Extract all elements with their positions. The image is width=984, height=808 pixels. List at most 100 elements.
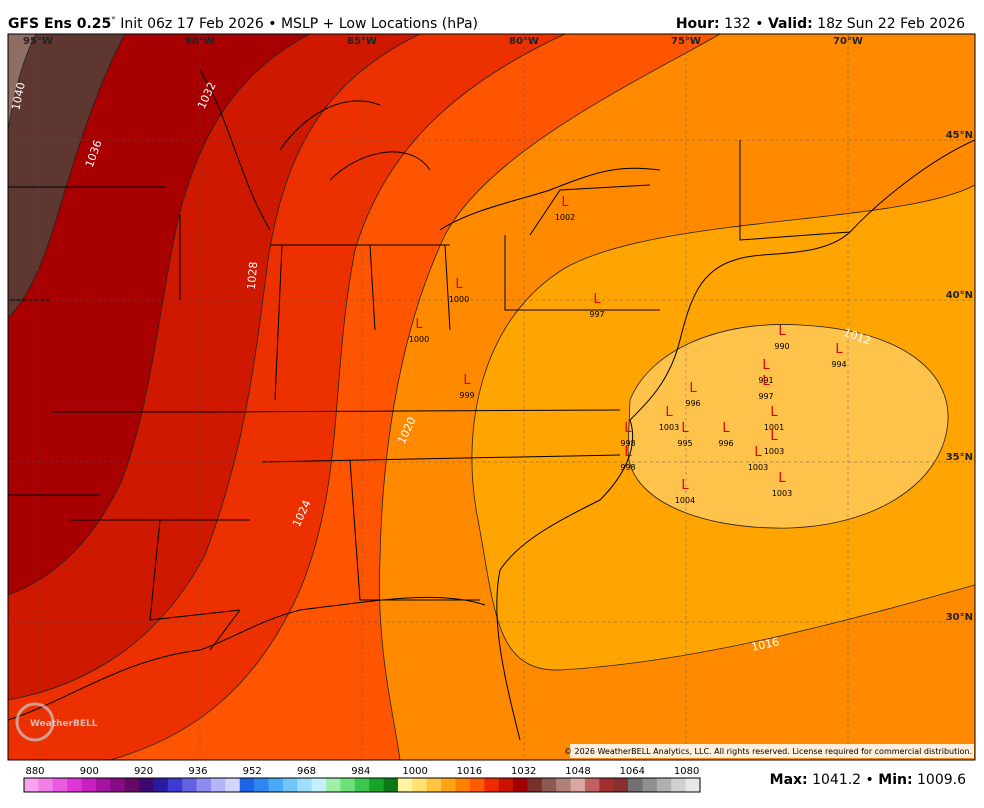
low-pressure: 1002 bbox=[555, 213, 575, 222]
fill-1032-1036 bbox=[8, 34, 311, 596]
low-marker: L bbox=[463, 373, 471, 388]
min-key: Min: bbox=[878, 772, 912, 788]
colorbar-swatch bbox=[354, 778, 370, 792]
low-marker: L bbox=[665, 405, 673, 420]
longitude-label: 90°W bbox=[185, 36, 215, 47]
colorbar-label: 952 bbox=[243, 766, 262, 777]
longitude-label: 70°W bbox=[833, 36, 863, 47]
colorbar-swatch bbox=[513, 778, 528, 792]
hour-key: Hour: bbox=[676, 16, 720, 32]
colorbar-swatch bbox=[167, 778, 183, 792]
colorbar-swatch bbox=[584, 778, 600, 792]
colorbar-label: 1032 bbox=[511, 766, 536, 777]
colorbar-label: 1048 bbox=[565, 766, 590, 777]
colorbar-swatch bbox=[326, 778, 341, 792]
colorbar-swatch bbox=[541, 778, 557, 792]
latitude-label: 35°N bbox=[946, 452, 973, 463]
colorbar-swatch bbox=[268, 778, 284, 792]
map-frame bbox=[7, 33, 976, 761]
colorbar-label: 1016 bbox=[457, 766, 482, 777]
low-pressure: 998 bbox=[620, 463, 635, 472]
low-pressure: 1001 bbox=[764, 423, 784, 432]
colorbar-swatch bbox=[95, 778, 111, 792]
low-pressure: 998 bbox=[620, 439, 635, 448]
colorbar-swatch bbox=[254, 778, 269, 792]
header-left: GFS Ens 0.25° Init 06z 17 Feb 2026 • MSL… bbox=[8, 16, 478, 32]
low-marker: L bbox=[778, 324, 786, 339]
low-marker: L bbox=[762, 358, 770, 373]
colorbar-frame bbox=[23, 777, 701, 793]
low-pressure: 996 bbox=[718, 439, 733, 448]
colorbar-swatch bbox=[67, 778, 82, 792]
model: GFS Ens 0.25 bbox=[8, 16, 111, 32]
watermark: WeatherBELL bbox=[30, 719, 98, 729]
colorbar-swatch bbox=[282, 778, 298, 792]
colorbar-label: 1080 bbox=[674, 766, 699, 777]
colorbar-label: 920 bbox=[134, 766, 153, 777]
low-marker: L bbox=[624, 445, 632, 460]
colorbar-swatch bbox=[383, 778, 399, 792]
colorbar-swatch bbox=[656, 778, 672, 792]
latitude-label: 45°N bbox=[946, 130, 973, 141]
fill-1036-1040 bbox=[8, 34, 126, 319]
max-key: Max: bbox=[770, 772, 808, 788]
map-area bbox=[8, 34, 975, 760]
colorbar-swatch bbox=[426, 778, 442, 792]
low-pressure: 1004 bbox=[675, 496, 695, 505]
footer: Max: 1041.2 • Min: 1009.6 bbox=[770, 772, 966, 788]
colorbar-swatch bbox=[311, 778, 327, 792]
colorbar-label: 968 bbox=[297, 766, 316, 777]
colorbar-swatch bbox=[297, 778, 312, 792]
colorbar-swatch bbox=[24, 778, 39, 792]
low-marker: L bbox=[754, 445, 762, 460]
low-pressure: 995 bbox=[677, 439, 692, 448]
contour-label: 1040 bbox=[9, 81, 28, 111]
colorbar-swatch bbox=[239, 778, 255, 792]
colorbar-swatch bbox=[642, 778, 658, 792]
colorbar-swatch bbox=[210, 778, 226, 792]
low-marker: L bbox=[455, 277, 463, 292]
low-marker: L bbox=[681, 421, 689, 436]
low-pressure: 999 bbox=[459, 391, 474, 400]
colorbar-swatch bbox=[685, 778, 701, 792]
valid-key: Valid: bbox=[768, 16, 813, 32]
low-marker: L bbox=[770, 405, 778, 420]
colorbar: 880 900 920 936 952 968 984 1000 1016 1032 1048 106… bbox=[23, 766, 701, 793]
colorbar-swatch bbox=[110, 778, 125, 792]
low-pressure: 997 bbox=[589, 310, 604, 319]
low-pressure: 1000 bbox=[409, 335, 429, 344]
header-right: Hour: 132 • Valid: 18z Sun 22 Feb 2026 bbox=[676, 16, 965, 32]
low-marker: L bbox=[681, 478, 689, 493]
colorbar-swatch bbox=[153, 778, 169, 792]
copyright-box bbox=[570, 744, 974, 758]
fill-1012 bbox=[627, 324, 949, 529]
colorbar-swatch bbox=[671, 778, 686, 792]
low-marker: L bbox=[689, 381, 697, 396]
colorbar-label: 984 bbox=[351, 766, 370, 777]
contour-label: 1028 bbox=[245, 261, 260, 290]
low-pressure: 1000 bbox=[449, 295, 469, 304]
colorbar-swatch bbox=[139, 778, 154, 792]
colorbar-swatch bbox=[527, 778, 543, 792]
low-pressure: 997 bbox=[758, 392, 773, 401]
longitude-label: 75°W bbox=[671, 36, 701, 47]
low-pressure: 1003 bbox=[772, 489, 792, 498]
colorbar-label: 936 bbox=[188, 766, 207, 777]
colorbar-swatch bbox=[182, 778, 197, 792]
colorbar-swatch bbox=[498, 778, 514, 792]
colorbar-swatch bbox=[196, 778, 212, 792]
colorbar-swatch bbox=[52, 778, 68, 792]
colorbar-label: 1000 bbox=[402, 766, 427, 777]
colorbar-swatch bbox=[628, 778, 643, 792]
low-pressure: 994 bbox=[831, 360, 846, 369]
colorbar-swatch bbox=[81, 778, 97, 792]
low-marker: L bbox=[770, 429, 778, 444]
colorbar-swatch bbox=[556, 778, 571, 792]
fill-1040 bbox=[8, 34, 37, 131]
colorbar-swatch bbox=[397, 778, 413, 792]
latitude-label: 40°N bbox=[946, 290, 973, 301]
low-marker: L bbox=[624, 421, 632, 436]
copyright: © 2026 WeatherBELL Analytics, LLC. All r… bbox=[564, 747, 972, 756]
low-marker: L bbox=[415, 317, 423, 332]
longitude-label: 95°W bbox=[23, 36, 53, 47]
